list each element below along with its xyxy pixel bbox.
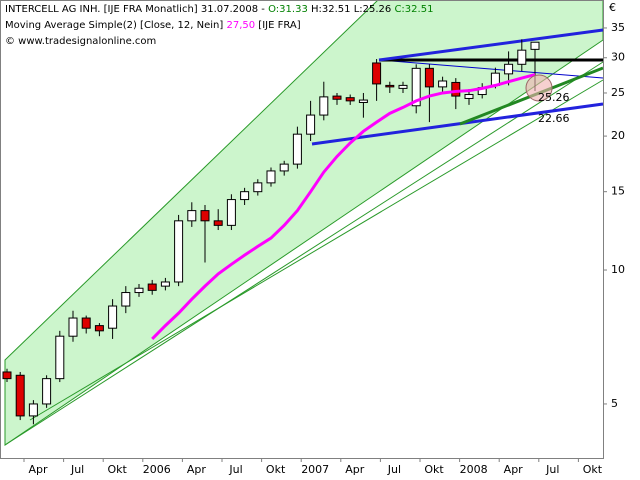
candle-body — [147, 283, 157, 291]
candle-body — [15, 374, 25, 417]
title: INTERCELL AG INH. [IJE FRA Monatlich] 31… — [5, 4, 265, 15]
x-tick-label: 2006 — [143, 463, 171, 476]
candle-body — [200, 210, 210, 222]
candle-body — [94, 325, 104, 332]
candle-body — [279, 163, 289, 172]
candle-body — [345, 97, 355, 102]
header: INTERCELL AG INH. [IJE FRA Monatlich] 31… — [5, 4, 433, 15]
high-low-quote: H:32.51 L:25.26 — [311, 4, 391, 15]
close-quote: C:32.51 — [394, 4, 433, 15]
x-tick-label: Jul — [228, 463, 242, 476]
x-tick-label: Apr — [187, 463, 207, 476]
candle-body — [451, 81, 461, 97]
candle-body — [306, 114, 316, 135]
candle-body — [121, 292, 131, 307]
candle-body — [504, 63, 514, 75]
y-tick-label: 25 — [611, 86, 625, 99]
x-tick-label: Jul — [70, 463, 84, 476]
candle-body — [2, 371, 12, 380]
x-tick-label: Jul — [545, 463, 559, 476]
trend-line — [378, 59, 604, 79]
channel-lower — [311, 102, 604, 146]
candle-body — [68, 317, 78, 337]
candle-body — [266, 170, 276, 184]
highlight-circle — [525, 74, 553, 102]
candle-body — [372, 62, 382, 85]
y-tick-label: 5 — [611, 397, 618, 410]
x-tick-label: Okt — [424, 463, 444, 476]
candle-body — [398, 84, 408, 89]
annotation-label: 22.66 — [538, 112, 570, 125]
annotation-label: 25.26 — [538, 91, 570, 104]
trend-line — [4, 61, 604, 446]
currency: € — [609, 1, 616, 14]
candle-body — [438, 80, 448, 88]
candle-body — [55, 335, 65, 380]
candle-body — [385, 84, 395, 88]
moving-average-line — [151, 73, 536, 340]
legend-source: [IJE FRA] — [258, 20, 300, 31]
plot-border — [0, 0, 604, 459]
x-tick-label: Okt — [583, 463, 603, 476]
y-tick-label: 30 — [611, 51, 625, 64]
candle-body — [174, 220, 184, 283]
candle-body — [358, 99, 368, 103]
candle-body — [213, 220, 223, 226]
x-tick-label: Apr — [504, 463, 524, 476]
open-quote: O:31.33 — [268, 4, 308, 15]
candle-body — [319, 96, 329, 116]
candle-body — [42, 378, 52, 405]
candle-body — [517, 49, 527, 65]
legend-name: Moving Average Simple(2) [Close, 12, Nei… — [5, 20, 223, 31]
x-tick-label: Apr — [345, 463, 365, 476]
x-tick-label: Apr — [28, 463, 48, 476]
channel-upper — [378, 28, 604, 62]
x-tick-label: Jul — [387, 463, 401, 476]
y-tick-label: 15 — [611, 185, 625, 198]
y-tick-label: 20 — [611, 129, 625, 142]
trend-line — [29, 79, 604, 421]
candle-body — [424, 67, 434, 88]
candle-body — [187, 210, 197, 222]
candle-body — [253, 182, 263, 193]
y-tick-label: 35 — [611, 21, 625, 34]
candle-body — [332, 95, 342, 100]
candle-body — [81, 317, 91, 329]
candle-body — [134, 287, 144, 294]
candle-body — [240, 191, 250, 201]
candle-body — [28, 403, 38, 417]
x-tick-label: 2008 — [460, 463, 488, 476]
candle-body — [464, 94, 474, 99]
candle-body — [108, 305, 118, 329]
source: © www.tradesignalonline.com — [5, 36, 156, 47]
y-tick-label: 10 — [611, 263, 625, 276]
candle-body — [160, 281, 170, 287]
candle-body — [530, 41, 540, 50]
candle-body — [292, 133, 302, 165]
candle-body — [411, 67, 421, 107]
legend-value: 27,50 — [226, 20, 255, 31]
legend: Moving Average Simple(2) [Close, 12, Nei… — [5, 20, 301, 31]
x-tick-label: Okt — [266, 463, 286, 476]
candle-body — [226, 199, 236, 226]
x-tick-label: 2007 — [301, 463, 329, 476]
x-tick-label: Okt — [108, 463, 128, 476]
